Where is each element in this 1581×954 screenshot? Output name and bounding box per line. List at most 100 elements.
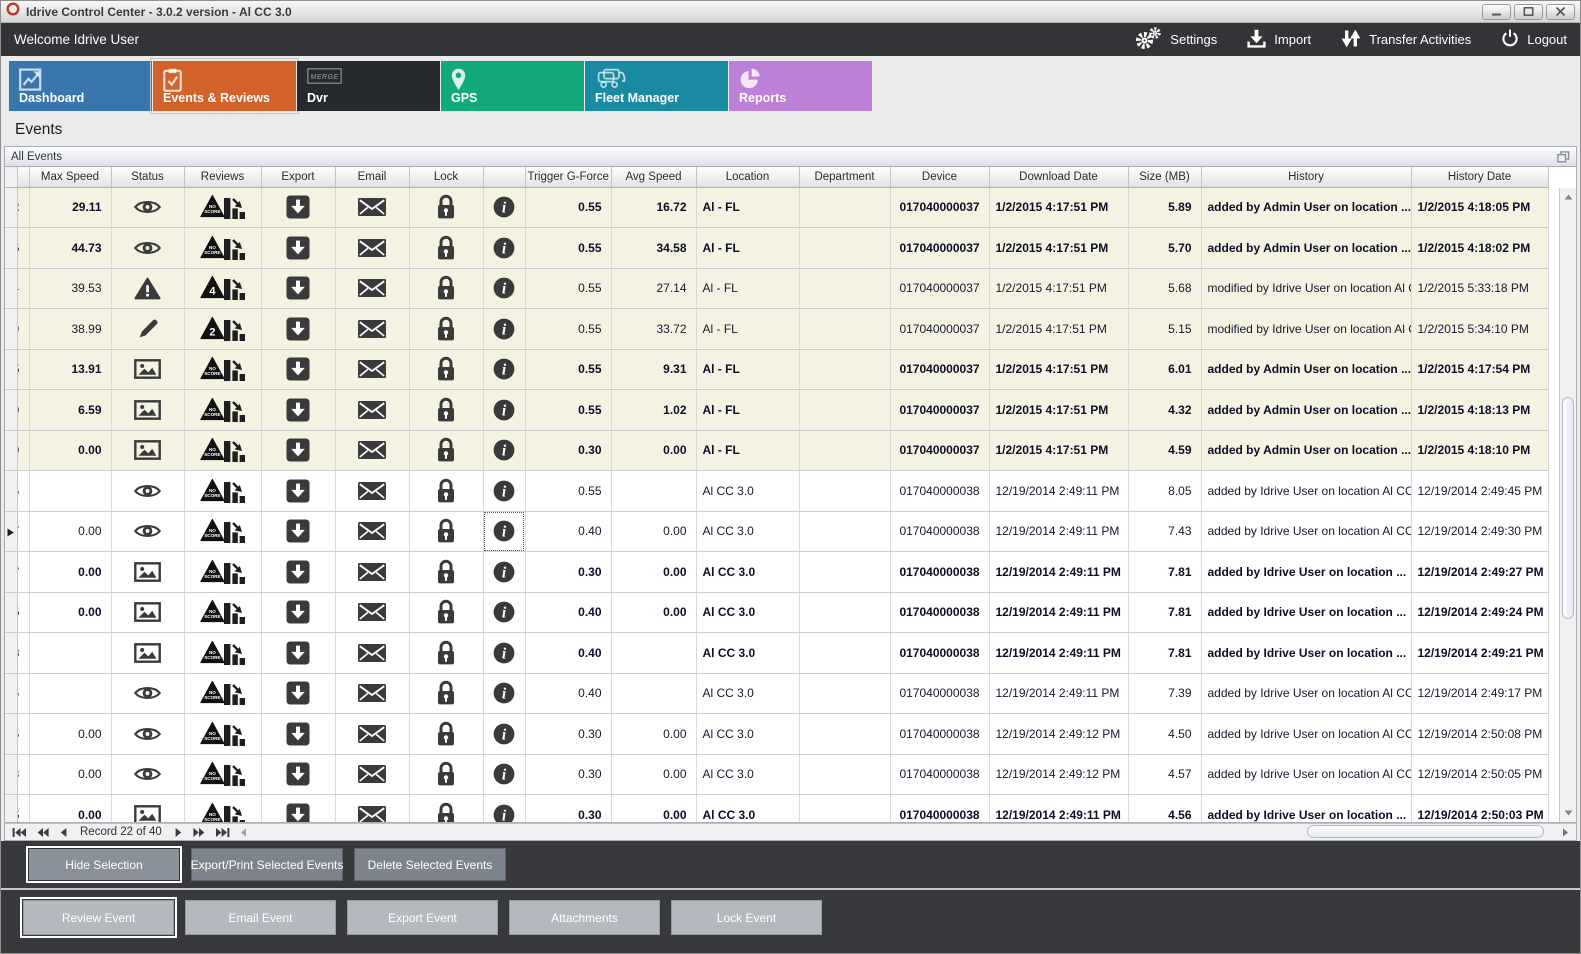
- column-header-history[interactable]: History: [1201, 167, 1411, 187]
- status-image-icon[interactable]: [111, 795, 184, 824]
- cell-location[interactable]: Al CC 3.0: [696, 714, 799, 755]
- export-icon[interactable]: [261, 552, 335, 593]
- column-header-export[interactable]: Export: [261, 167, 335, 187]
- cell-avg-speed[interactable]: [611, 471, 696, 512]
- cell-size[interactable]: 4.59: [1128, 430, 1201, 471]
- cell-location[interactable]: Al CC 3.0: [696, 511, 799, 552]
- cell-max-speed[interactable]: [29, 673, 111, 714]
- settings-button[interactable]: Settings: [1135, 27, 1217, 53]
- lock-icon[interactable]: [409, 349, 483, 390]
- email-icon[interactable]: [335, 349, 409, 390]
- column-header-device[interactable]: Device: [890, 167, 989, 187]
- lock-icon[interactable]: [409, 268, 483, 309]
- table-row[interactable]: 5NOSCOREi0.55Al CC 3.001704000003812/19/…: [5, 471, 1548, 512]
- cell-location[interactable]: Al - FL: [696, 390, 799, 431]
- email-icon[interactable]: [335, 592, 409, 633]
- cell-size[interactable]: 8.05: [1128, 471, 1201, 512]
- cell-max-speed[interactable]: 13.91: [29, 349, 111, 390]
- cell-download-date[interactable]: 12/19/2014 2:49:12 PM: [989, 714, 1128, 755]
- row-selector[interactable]: [5, 633, 17, 674]
- export-icon[interactable]: [261, 714, 335, 755]
- cell-device[interactable]: 017040000037: [890, 390, 989, 431]
- cell-history[interactable]: modified by Idrive User on location Al C…: [1201, 309, 1411, 350]
- email-icon[interactable]: [335, 228, 409, 269]
- column-header-reviews[interactable]: Reviews: [184, 167, 261, 187]
- cell-size[interactable]: 7.39: [1128, 673, 1201, 714]
- info-icon[interactable]: i: [483, 187, 525, 228]
- cell-download-date[interactable]: 12/19/2014 2:49:12 PM: [989, 754, 1128, 795]
- cell-history[interactable]: added by Admin User on location ...: [1201, 187, 1411, 228]
- info-icon[interactable]: i: [483, 390, 525, 431]
- column-header-size-mb[interactable]: Size (MB): [1128, 167, 1201, 187]
- cell-size[interactable]: 5.15: [1128, 309, 1201, 350]
- cell-max-speed[interactable]: 39.53: [29, 268, 111, 309]
- cell-device[interactable]: 017040000037: [890, 309, 989, 350]
- cell-download-date[interactable]: 12/19/2014 2:49:11 PM: [989, 795, 1128, 824]
- cell-device[interactable]: 017040000038: [890, 471, 989, 512]
- table-row[interactable]: 229.11NOSCOREi0.5516.72Al - FL0170400000…: [5, 187, 1548, 228]
- table-row[interactable]: 5NOSCOREi0.40Al CC 3.001704000003812/19/…: [5, 673, 1548, 714]
- tab-events-reviews[interactable]: Events & Reviews: [153, 61, 296, 111]
- info-icon[interactable]: i: [483, 430, 525, 471]
- cell-trigger[interactable]: 0.30: [525, 430, 611, 471]
- reviews-score-icon[interactable]: 2: [184, 309, 261, 350]
- cell-location[interactable]: Al CC 3.0: [696, 633, 799, 674]
- cell-avg-speed[interactable]: 0.00: [611, 795, 696, 824]
- row-selector[interactable]: [5, 511, 17, 552]
- cell-device[interactable]: 017040000037: [890, 349, 989, 390]
- cell-size[interactable]: 5.89: [1128, 187, 1201, 228]
- tab-fleet-manager[interactable]: Fleet Manager: [585, 61, 728, 111]
- cell-history-date[interactable]: 1/2/2015 4:18:10 PM: [1411, 430, 1548, 471]
- horizontal-scroll-thumb[interactable]: [1307, 825, 1544, 838]
- cell-event-id-clipped[interactable]: 2: [17, 187, 29, 228]
- lock-icon[interactable]: [409, 228, 483, 269]
- export-icon[interactable]: [261, 430, 335, 471]
- cell-history[interactable]: added by Idrive User on location Al CC .…: [1201, 511, 1411, 552]
- cell-location[interactable]: Al CC 3.0: [696, 552, 799, 593]
- email-icon[interactable]: [335, 511, 409, 552]
- export-icon[interactable]: [261, 228, 335, 269]
- email-icon[interactable]: [335, 714, 409, 755]
- cell-history-date[interactable]: 12/19/2014 2:50:03 PM: [1411, 795, 1548, 824]
- cell-history[interactable]: added by Admin User on location ...: [1201, 430, 1411, 471]
- table-row[interactable]: 513.91NOSCOREi0.559.31Al - FL01704000003…: [5, 349, 1548, 390]
- scroll-down-icon[interactable]: [1560, 805, 1576, 821]
- tab-dashboard[interactable]: Dashboard: [9, 61, 152, 111]
- cell-device[interactable]: 017040000038: [890, 754, 989, 795]
- reviews-score-icon[interactable]: NOSCORE: [184, 633, 261, 674]
- cell-download-date[interactable]: 1/2/2015 4:17:51 PM: [989, 349, 1128, 390]
- info-icon[interactable]: i: [483, 511, 525, 552]
- scroll-left-icon[interactable]: [238, 825, 250, 839]
- table-row[interactable]: 80.00NOSCOREi0.300.00Al CC 3.00170400000…: [5, 754, 1548, 795]
- column-header-blank[interactable]: [17, 167, 29, 187]
- next-record-button[interactable]: [175, 828, 182, 837]
- status-eye-icon[interactable]: [111, 187, 184, 228]
- cell-location[interactable]: Al - FL: [696, 187, 799, 228]
- export-icon[interactable]: [261, 349, 335, 390]
- cell-max-speed[interactable]: 0.00: [29, 754, 111, 795]
- cell-download-date[interactable]: 1/2/2015 4:17:51 PM: [989, 187, 1128, 228]
- lock-event-button[interactable]: Lock Event: [671, 900, 822, 935]
- horizontal-scrollbar[interactable]: [238, 825, 1571, 839]
- cell-event-id-clipped[interactable]: 5: [17, 795, 29, 824]
- cell-event-id-clipped[interactable]: 5: [17, 714, 29, 755]
- lock-icon[interactable]: [409, 795, 483, 824]
- reviews-score-icon[interactable]: NOSCORE: [184, 430, 261, 471]
- export-icon[interactable]: [261, 471, 335, 512]
- row-selector[interactable]: [5, 349, 17, 390]
- logout-button[interactable]: Logout: [1501, 29, 1567, 50]
- cell-history[interactable]: added by Idrive User on location ...: [1201, 633, 1411, 674]
- lock-icon[interactable]: [409, 754, 483, 795]
- email-icon[interactable]: [335, 633, 409, 674]
- cell-device[interactable]: 017040000037: [890, 268, 989, 309]
- cell-event-id-clipped[interactable]: 0: [17, 390, 29, 431]
- cell-event-id-clipped[interactable]: 5: [17, 349, 29, 390]
- cell-trigger[interactable]: 0.30: [525, 795, 611, 824]
- cell-device[interactable]: 017040000038: [890, 673, 989, 714]
- status-eye-icon[interactable]: [111, 673, 184, 714]
- cell-location[interactable]: Al - FL: [696, 309, 799, 350]
- cell-avg-speed[interactable]: 27.14: [611, 268, 696, 309]
- cell-event-id-clipped[interactable]: 7: [17, 552, 29, 593]
- reviews-score-icon[interactable]: NOSCORE: [184, 511, 261, 552]
- export-icon[interactable]: [261, 511, 335, 552]
